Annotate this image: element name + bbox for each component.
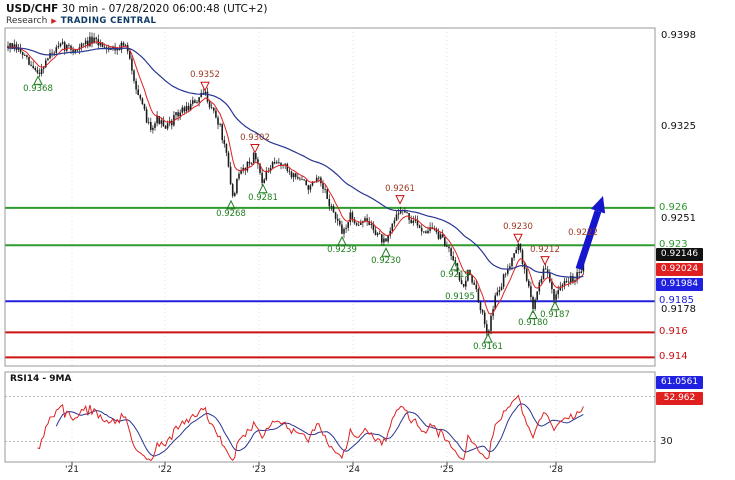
annotation-label: 0.9230	[371, 256, 401, 267]
brand-row: Research ▶ TRADING CENTRAL	[6, 16, 156, 26]
annotation-label: 0.9161	[473, 342, 503, 353]
x-axis-label: '21	[65, 465, 79, 475]
annotation-label: 0.9222	[568, 228, 598, 239]
symbol-label: USD/CHF	[6, 3, 59, 15]
rsi-badge: 61.0561	[656, 376, 703, 389]
rsi-badge: 52.962	[656, 392, 703, 405]
annotation-label: 0.9368	[23, 84, 53, 95]
x-axis-label: '28	[549, 465, 563, 475]
annotation-label: 0.9352	[190, 70, 220, 81]
x-axis-label: '22	[158, 465, 172, 475]
annotation-label: 0.9261	[385, 183, 415, 194]
x-axis-label: '23	[252, 465, 266, 475]
level-label: 0.916	[659, 326, 688, 338]
annotation-label: 0.9230	[503, 222, 533, 233]
y-axis-label: 0.9178	[661, 303, 696, 315]
rsi-panel-title: RSI14 - 9MA	[10, 374, 72, 384]
chart-header: USD/CHF 30 min - 07/28/2020 06:00:48 (UT…	[6, 3, 267, 15]
annotation-label: 0.9195	[445, 291, 475, 302]
annotation-label: 0.9187	[540, 309, 570, 320]
annotation-label: 0.9180	[518, 318, 548, 329]
brand-arrow-icon: ▶	[51, 16, 57, 25]
research-label: Research	[6, 16, 48, 26]
annotation-label: 0.9219	[440, 269, 470, 280]
forecast-arrow-icon	[575, 196, 606, 271]
annotation-label: 0.9302	[240, 132, 270, 143]
level-label: 0.923	[659, 239, 688, 251]
level-label: 0.914	[659, 351, 688, 363]
x-axis-label: '24	[346, 465, 360, 475]
annotation-label: 0.9212	[530, 244, 560, 255]
rsi-axis-label: 30	[660, 435, 673, 447]
annotation-label: 0.9268	[216, 208, 246, 219]
annotation-label: 0.9239	[327, 245, 357, 256]
annotation-label: 0.9281	[248, 192, 278, 203]
interval-timestamp: 30 min - 07/28/2020 06:00:48 (UTC+2)	[61, 3, 268, 15]
price-badge: 0.92024	[656, 263, 703, 276]
price-badge: 0.91984	[656, 278, 703, 291]
y-axis-label: 0.9398	[661, 30, 696, 41]
price-badge: 0.92146	[656, 248, 703, 261]
level-label: 0.926	[659, 201, 688, 213]
y-axis-label: 0.9251	[661, 213, 696, 225]
brand-logo: TRADING CENTRAL	[60, 16, 157, 26]
level-label: 0.9185	[659, 295, 694, 307]
x-axis-label: '25	[440, 465, 454, 475]
y-axis-label: 0.9325	[661, 120, 696, 132]
